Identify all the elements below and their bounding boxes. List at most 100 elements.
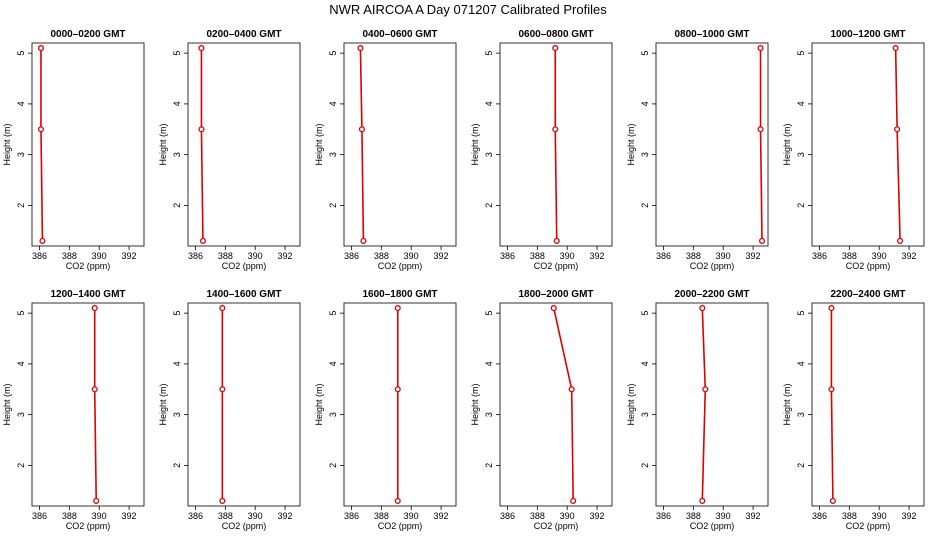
x-tick-label: 388: [218, 251, 233, 261]
plot-frame: [187, 302, 301, 507]
data-point: [757, 45, 764, 52]
x-tick-label: 386: [188, 511, 203, 521]
data-point: [198, 45, 205, 52]
y-tick-label: 2: [172, 463, 182, 468]
x-tick-label: 388: [686, 511, 701, 521]
data-point: [39, 237, 46, 244]
y-axis-label: Height (m): [782, 123, 792, 165]
y-tick-label: 5: [796, 51, 806, 56]
x-tick-label: 390: [872, 251, 887, 261]
data-point: [91, 305, 98, 312]
plot-frame: [655, 302, 769, 507]
x-tick-label: 392: [122, 511, 137, 521]
y-tick-label: 3: [328, 412, 338, 417]
data-point: [892, 45, 899, 52]
x-axis-label: CO2 (ppm): [378, 261, 423, 271]
series-line: [830, 308, 834, 501]
x-tick-label: 390: [872, 511, 887, 521]
x-axis-label: CO2 (ppm): [534, 261, 579, 271]
y-tick-label: 5: [172, 311, 182, 316]
x-tick-label: 386: [188, 251, 203, 261]
y-tick-label: 4: [16, 101, 26, 106]
y-tick-label: 4: [328, 101, 338, 106]
panel-2: 0200–0400 GMT 386 388 390 392 2 3 4 5 CO2 (ppm) He…: [158, 29, 301, 271]
x-axis-label: CO2 (ppm): [66, 261, 111, 271]
y-tick-label: 2: [16, 463, 26, 468]
data-point: [568, 386, 575, 393]
x-tick-label: 390: [92, 251, 107, 261]
data-point: [758, 237, 766, 244]
panel-title: 2000–2200 GMT: [674, 289, 749, 300]
y-tick-label: 2: [328, 203, 338, 208]
y-axis-label: Height (m): [314, 123, 324, 165]
x-axis-label: CO2 (ppm): [378, 521, 423, 531]
x-tick-label: 388: [62, 251, 77, 261]
data-point: [897, 237, 904, 244]
data-point: [219, 497, 226, 504]
y-tick-label: 3: [640, 412, 650, 417]
x-tick-label: 392: [746, 511, 761, 521]
y-tick-label: 2: [328, 463, 338, 468]
data-point: [37, 126, 45, 133]
data-point: [394, 497, 401, 504]
data-point: [894, 126, 901, 133]
chart-title: NWR AIRCOA A Day 071207 Calibrated Profi…: [329, 2, 607, 17]
series-line: [40, 48, 44, 241]
y-tick-label: 4: [640, 101, 650, 106]
x-tick-label: 390: [92, 511, 107, 521]
plot-frame: [31, 42, 145, 247]
y-tick-label: 3: [172, 412, 182, 417]
x-tick-label: 392: [746, 251, 761, 261]
y-tick-label: 3: [796, 412, 806, 417]
x-axis-label: CO2 (ppm): [846, 261, 891, 271]
series-line: [554, 48, 558, 241]
panel-title: 0400–0600 GMT: [362, 29, 437, 40]
x-tick-label: 388: [374, 511, 389, 521]
series-line: [701, 308, 707, 501]
x-tick-label: 390: [560, 511, 575, 521]
y-tick-label: 4: [796, 361, 806, 366]
plot-frame: [811, 42, 925, 247]
data-point: [757, 126, 764, 133]
y-tick-label: 4: [172, 101, 182, 106]
data-point: [550, 305, 557, 312]
panel-title: 1000–1200 GMT: [830, 29, 905, 40]
y-tick-label: 4: [172, 361, 182, 366]
x-axis-label: CO2 (ppm): [66, 521, 111, 531]
y-tick-label: 2: [796, 203, 806, 208]
series-line: [93, 308, 98, 501]
series-line: [552, 307, 574, 501]
data-point: [37, 45, 45, 52]
data-point: [360, 237, 367, 244]
data-point: [198, 126, 205, 133]
panel-8: 1400–1600 GMT 386 388 390 392 2 3 4 5 CO2 (ppm) He…: [158, 289, 301, 531]
y-tick-label: 3: [484, 412, 494, 417]
y-tick-label: 5: [484, 51, 494, 56]
panel-3: 0400–0600 GMT 386 388 390 392 2 3 4 5 CO2 (ppm) He…: [314, 29, 457, 271]
x-tick-label: 386: [812, 511, 827, 521]
y-axis-label: Height (m): [626, 123, 636, 165]
plot-frame: [655, 42, 769, 247]
x-tick-label: 392: [902, 511, 917, 521]
series-line: [200, 48, 204, 241]
x-tick-label: 390: [716, 511, 731, 521]
x-tick-label: 386: [32, 251, 47, 261]
x-tick-label: 388: [62, 511, 77, 521]
data-point: [699, 497, 706, 504]
y-tick-label: 3: [16, 152, 26, 157]
panel-title: 1800–2000 GMT: [518, 289, 593, 300]
plot-frame: [343, 42, 457, 247]
panel-title: 1600–1800 GMT: [362, 289, 437, 300]
x-tick-label: 392: [278, 511, 293, 521]
x-tick-label: 388: [218, 511, 233, 521]
data-point: [570, 497, 577, 504]
x-tick-label: 386: [656, 511, 671, 521]
data-point: [199, 237, 206, 244]
x-tick-label: 386: [32, 511, 47, 521]
series-line: [759, 48, 763, 241]
x-tick-label: 388: [842, 511, 857, 521]
panel-title: 0600–0800 GMT: [518, 29, 593, 40]
y-tick-label: 4: [484, 361, 494, 366]
x-tick-label: 388: [374, 251, 389, 261]
